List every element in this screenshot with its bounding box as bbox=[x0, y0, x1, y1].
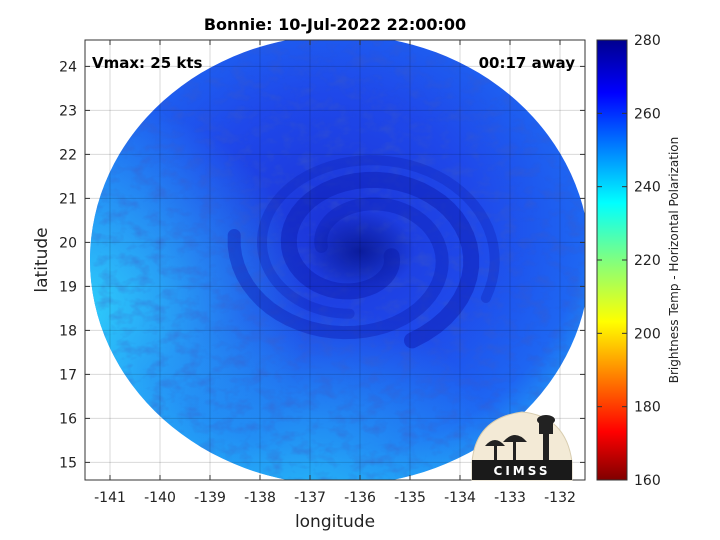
colorbar-tick-label: 180 bbox=[634, 400, 661, 416]
time-away-annotation: 00:17 away bbox=[479, 54, 576, 72]
colorbar-ticks: 280 260 240 220 200 180 160 bbox=[597, 33, 661, 489]
colorbar-tick-label: 240 bbox=[634, 180, 661, 196]
storm-eye-core bbox=[305, 211, 415, 292]
y-axis-label: latitude bbox=[32, 227, 52, 292]
x-axis-label: longitude bbox=[295, 512, 375, 532]
chart-title: Bonnie: 10-Jul-2022 22:00:00 bbox=[204, 15, 466, 34]
x-tick-label: -139 bbox=[194, 490, 226, 506]
y-tick-label: 23 bbox=[59, 103, 77, 119]
x-tick-label: -141 bbox=[94, 490, 126, 506]
x-tick-labels: -141 -140 -139 -138 -137 -136 -135 -134 -133 -132 bbox=[94, 490, 576, 506]
x-tick-label: -138 bbox=[244, 490, 276, 506]
brightness-temp-swath bbox=[90, 40, 585, 480]
y-tick-label: 17 bbox=[59, 367, 77, 383]
spiral-band bbox=[227, 197, 449, 340]
x-tick-label: -136 bbox=[344, 490, 376, 506]
x-tick-label: -132 bbox=[544, 490, 576, 506]
x-tick-label: -137 bbox=[294, 490, 326, 506]
y-tick-label: 16 bbox=[59, 411, 77, 427]
y-tick-label: 21 bbox=[59, 191, 77, 207]
x-tick-label: -140 bbox=[144, 490, 176, 506]
colorbar-tick-label: 260 bbox=[634, 106, 661, 122]
y-tick-labels: 15 16 17 18 19 20 21 22 23 24 bbox=[59, 59, 77, 471]
y-tick-label: 19 bbox=[59, 279, 77, 295]
tick-marks bbox=[85, 40, 585, 480]
colorbar-label: Brightness Temp - Horizontal Polarizatio… bbox=[667, 137, 681, 384]
colorbar-tick-label: 160 bbox=[634, 473, 661, 489]
y-tick-label: 22 bbox=[59, 147, 77, 163]
logo-text: CIMSS bbox=[494, 464, 551, 478]
spiral-band bbox=[256, 155, 500, 319]
colorbar-tick-label: 280 bbox=[634, 33, 661, 49]
y-tick-label: 15 bbox=[59, 455, 77, 471]
x-tick-label: -133 bbox=[494, 490, 526, 506]
cimss-logo: CIMSS bbox=[471, 411, 573, 481]
y-tick-label: 20 bbox=[59, 235, 77, 251]
y-tick-label: 18 bbox=[59, 323, 77, 339]
colorbar-tick-label: 200 bbox=[634, 326, 661, 342]
colorbar: 280 260 240 220 200 180 160 Brightness Temp - … bbox=[596, 33, 681, 489]
colorbar-tick-label: 220 bbox=[634, 253, 661, 269]
x-tick-label: -134 bbox=[444, 490, 476, 506]
y-tick-label: 24 bbox=[59, 59, 77, 75]
x-tick-label: -135 bbox=[394, 490, 426, 506]
axes-box bbox=[84, 39, 586, 481]
vmax-annotation: Vmax: 25 kts bbox=[92, 54, 202, 72]
